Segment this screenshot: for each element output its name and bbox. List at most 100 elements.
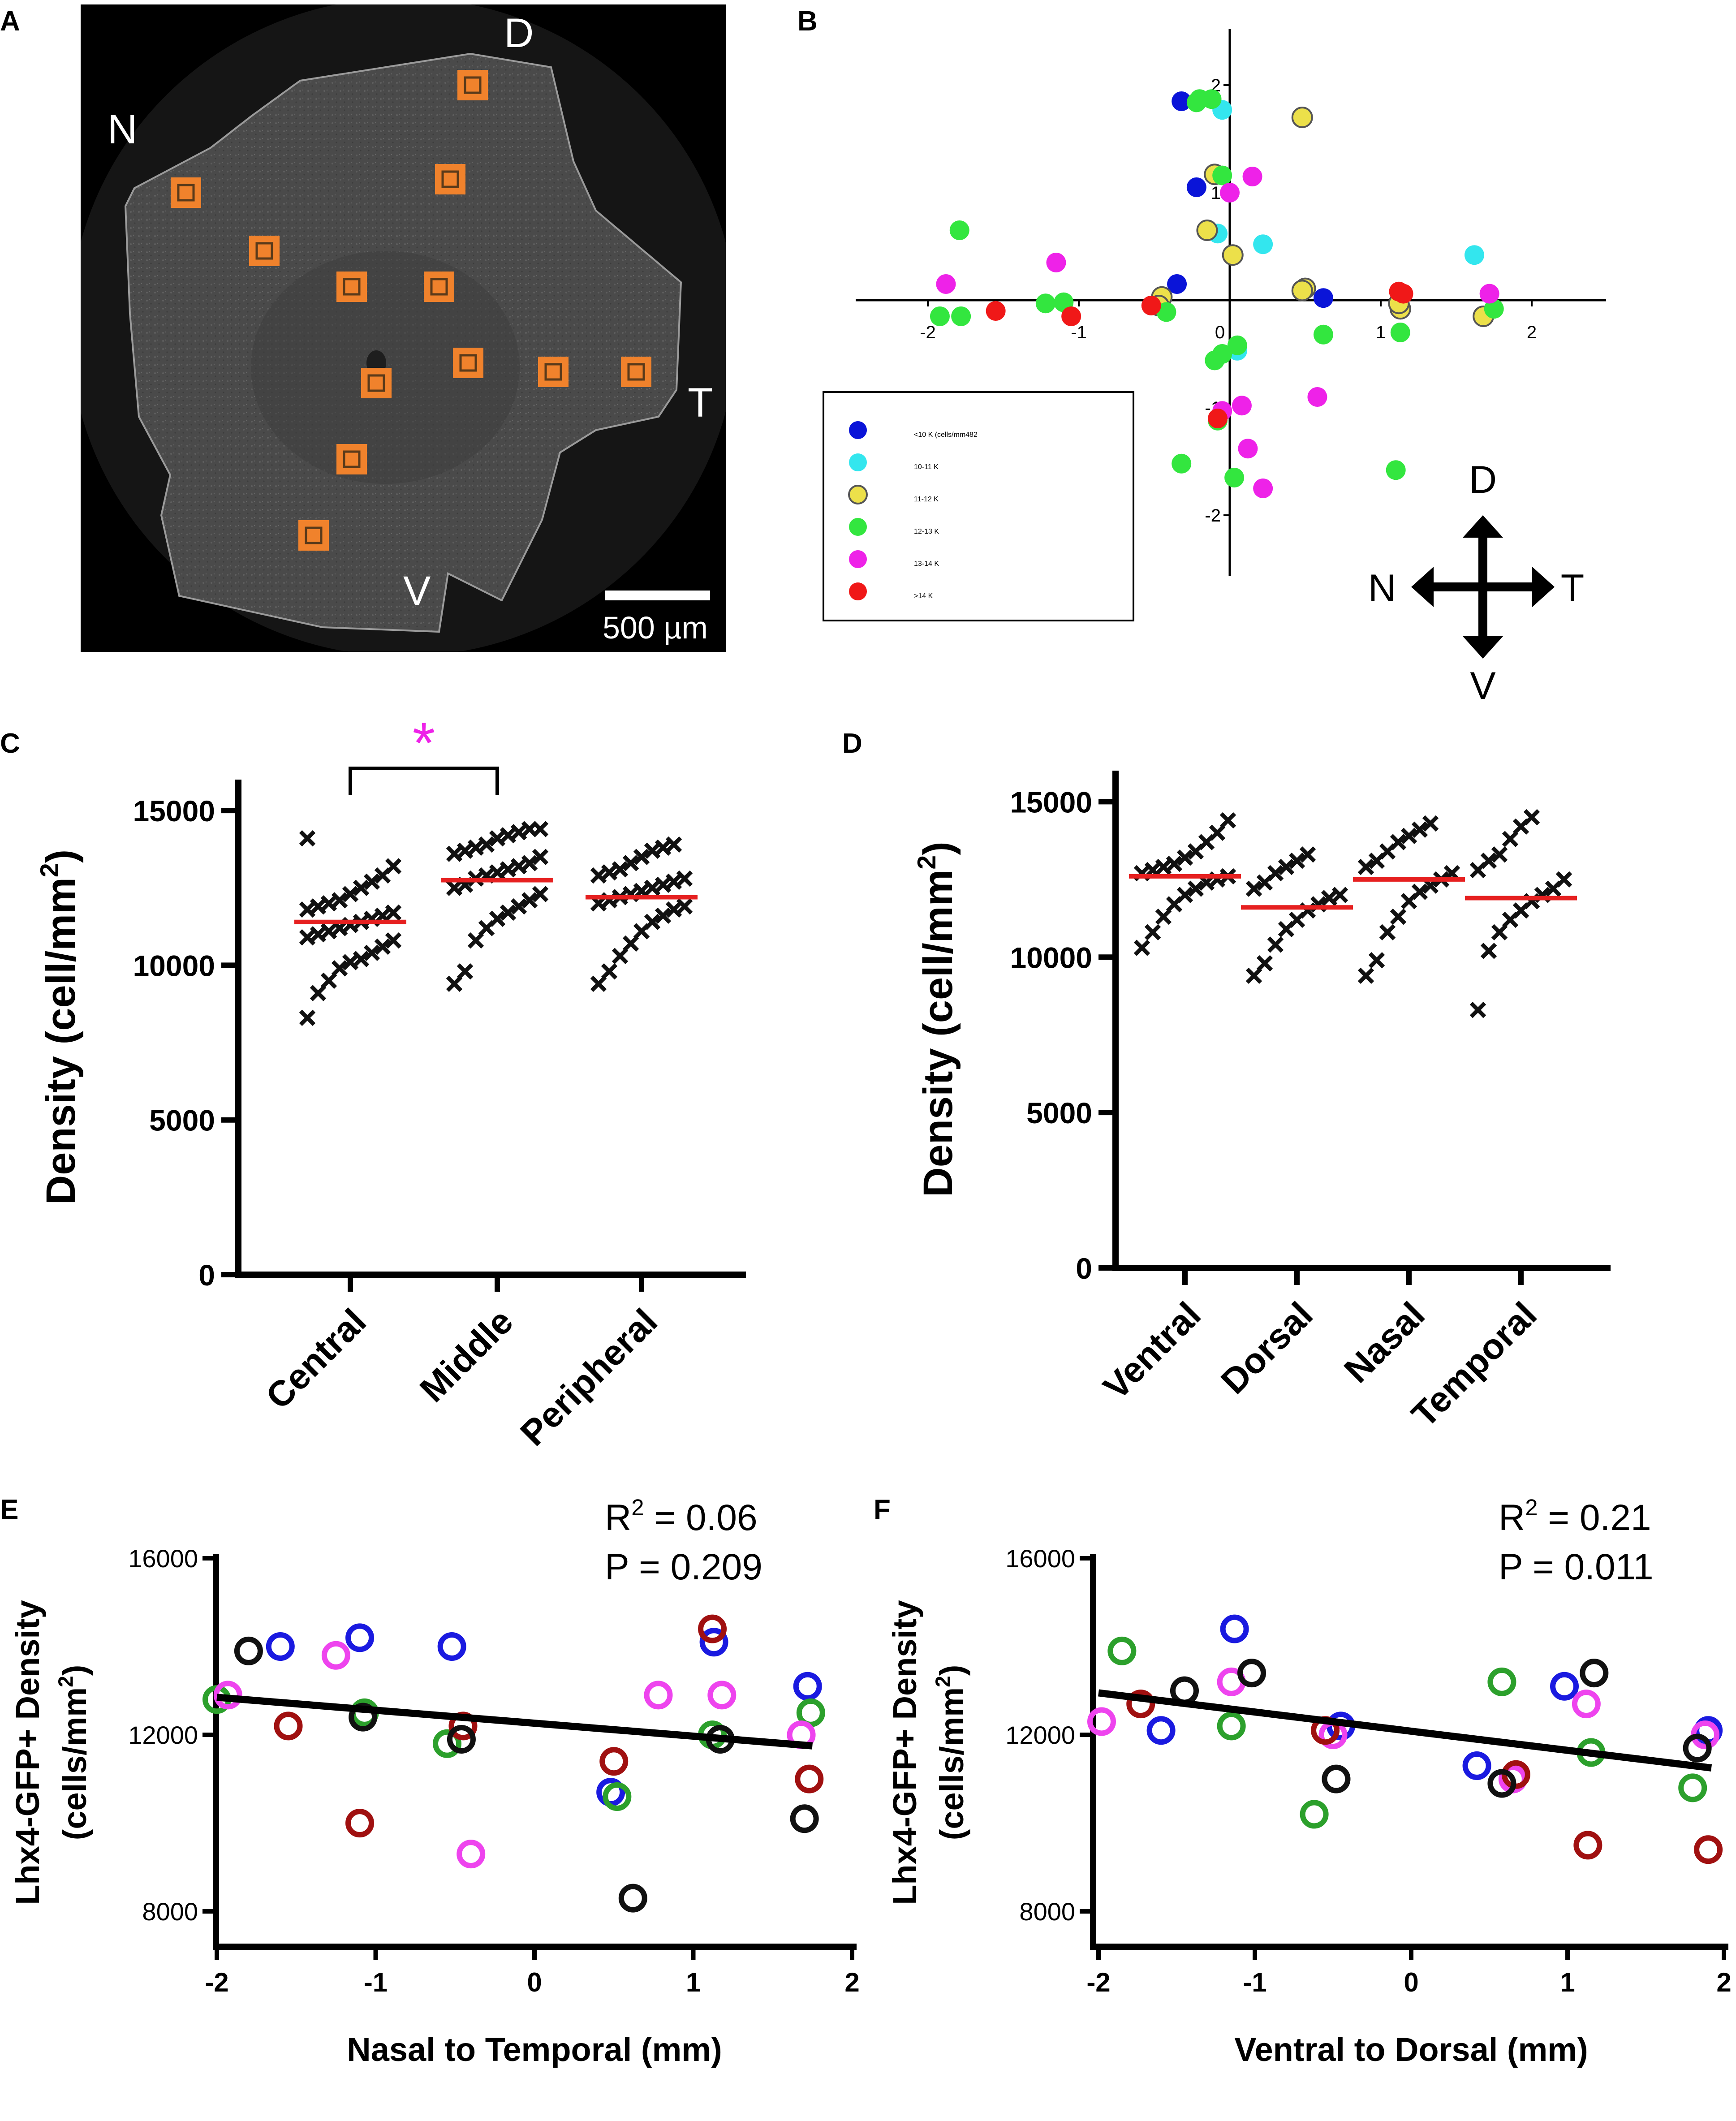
data-point — [795, 1764, 824, 1793]
cross-stroke — [510, 824, 527, 841]
data-point-cross — [299, 901, 316, 918]
legend-label-sup: 48 — [965, 431, 974, 439]
data-point-cross — [1411, 821, 1428, 838]
y-tick-label: 10000 — [1010, 941, 1092, 974]
regression-line — [1098, 1689, 1712, 1772]
data-point-cross — [1278, 858, 1295, 875]
panel-c-eccentricity-plot: 0 5000 10000 15000 Density (cell/mm2) Central… — [35, 710, 746, 1453]
data-point — [1694, 1835, 1723, 1864]
data-point-cross — [331, 892, 348, 909]
cross-stroke — [510, 858, 527, 875]
regression-line — [216, 1694, 813, 1750]
y-tick-label: 8000 — [142, 1897, 198, 1926]
data-point — [793, 1672, 822, 1701]
data-point — [349, 1703, 378, 1732]
data-point — [707, 1681, 737, 1710]
r-squared-label-base: R — [1499, 1497, 1525, 1538]
data-point — [1253, 234, 1273, 254]
data-point-cross — [1491, 924, 1508, 940]
cross-stroke — [644, 842, 661, 859]
data-point-cross — [385, 858, 402, 875]
cross-stroke — [1209, 824, 1226, 841]
r-squared-label-sup: 2 — [1525, 1495, 1538, 1520]
legend-label-tail: 2 — [974, 431, 978, 439]
cross-stroke — [1480, 943, 1497, 959]
data-point — [1238, 439, 1258, 459]
legend-label: <10 K (cells/mm482 — [914, 431, 978, 439]
r-squared-label-tail: = 0.06 — [644, 1497, 758, 1538]
cross-stroke — [1176, 849, 1193, 866]
y-axis-title-line2-sup: 2 — [931, 1676, 954, 1687]
data-point — [1227, 335, 1247, 355]
data-point-cross — [612, 948, 629, 964]
data-point — [1313, 324, 1333, 345]
sample-square-inner — [177, 184, 195, 202]
data-point — [698, 1614, 727, 1643]
sample-square — [538, 357, 569, 387]
cross-stroke — [1555, 871, 1572, 888]
cross-stroke — [353, 879, 370, 896]
data-point-cross — [1480, 853, 1497, 869]
cross-stroke — [457, 963, 474, 980]
data-point — [266, 1632, 295, 1661]
y-axis-title-line1: Lhx4-GFP+ Density — [886, 1600, 923, 1905]
cross-stroke — [342, 954, 359, 970]
cross-stroke — [489, 830, 506, 847]
cross-stroke — [467, 839, 484, 856]
data-point — [1141, 296, 1161, 315]
data-point — [1217, 1711, 1246, 1741]
data-point — [1208, 409, 1228, 428]
cross-stroke — [590, 867, 607, 884]
data-point — [936, 274, 956, 294]
data-point — [1386, 460, 1406, 480]
y-tick-label: 16000 — [128, 1544, 198, 1573]
sample-square-inner — [343, 278, 361, 296]
legend-label: >14 K48 — [914, 592, 933, 600]
cross-stroke — [1411, 884, 1428, 900]
r-squared-label: R2 = 0.06 — [605, 1495, 758, 1538]
data-point — [1212, 165, 1232, 185]
y-axis-title-line2-base: (cells/mm — [933, 1687, 970, 1840]
sample-square-fill — [621, 357, 651, 387]
cross-stroke — [676, 898, 693, 915]
legend-label-base: 12-13 K — [914, 528, 939, 535]
cross-stroke — [1400, 828, 1417, 844]
data-point — [437, 1632, 466, 1661]
data-point — [1035, 293, 1055, 314]
data-point-cross — [1411, 884, 1428, 900]
cross-stroke — [1155, 908, 1172, 925]
data-point-cross — [612, 861, 629, 878]
x-axis-title: Nasal to Temporal (mm) — [347, 2031, 722, 2068]
data-point — [699, 1628, 728, 1657]
x-axis-title: Ventral to Dorsal (mm) — [1234, 2031, 1588, 2068]
sample-square — [336, 444, 367, 474]
y-tick-label: 15000 — [133, 794, 215, 828]
data-point-cross — [342, 954, 359, 970]
data-point — [930, 306, 950, 326]
data-point-cross — [1321, 890, 1338, 906]
data-point-cross — [1219, 812, 1236, 829]
data-point — [1046, 253, 1066, 272]
data-point-cross — [310, 926, 327, 943]
cross-stroke — [590, 975, 607, 992]
data-point-cross — [1144, 924, 1161, 940]
cross-stroke — [1480, 853, 1497, 869]
cross-stroke — [532, 821, 549, 837]
cross-stroke — [299, 901, 316, 918]
sample-square — [457, 70, 488, 100]
data-point — [1572, 1690, 1601, 1719]
data-point-cross — [1422, 815, 1439, 832]
legend-label-base: 13-14 K — [914, 560, 939, 568]
data-point-cross — [510, 858, 527, 875]
cross-stroke — [1299, 846, 1316, 863]
data-point-cross — [353, 951, 370, 967]
data-point — [1146, 1716, 1176, 1745]
y-axis-title-line1: Lhx4-GFP+ Density — [9, 1600, 46, 1905]
sample-square — [361, 368, 392, 398]
y-tick-label: -2 — [1205, 506, 1221, 526]
sample-square — [171, 177, 201, 208]
data-point-cross — [489, 864, 506, 881]
data-point — [1222, 244, 1244, 266]
data-point-cross — [1155, 908, 1172, 925]
cross-stroke — [1245, 880, 1262, 897]
